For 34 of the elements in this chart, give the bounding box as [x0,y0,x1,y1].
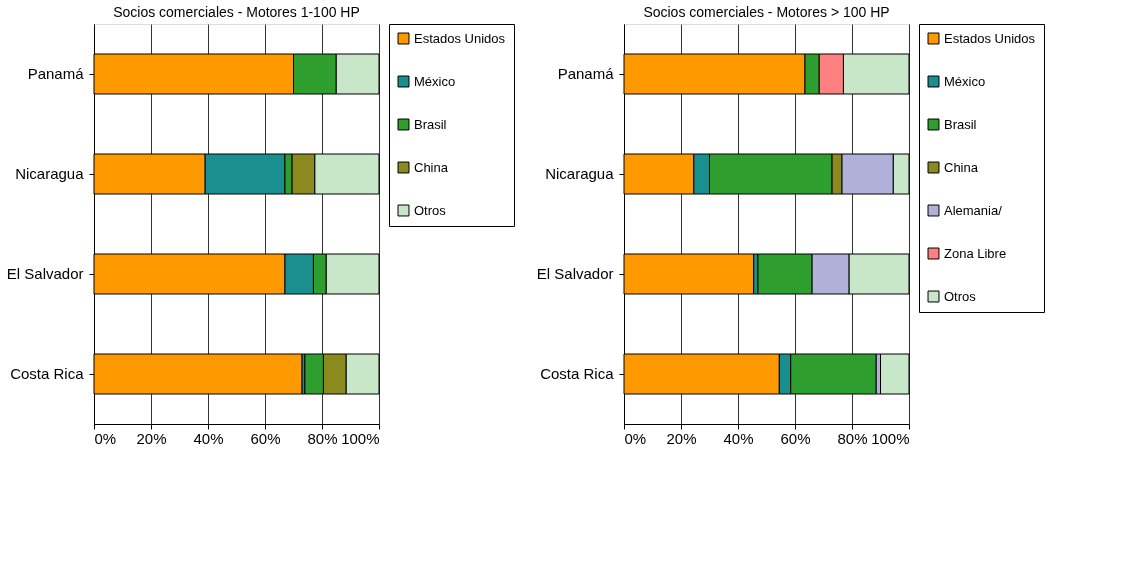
legend-label: Zona Libre [944,245,1007,261]
legend-label: Estados Unidos [414,30,506,46]
x-tick-label: 100% [871,429,910,447]
y-tick-label: Costa Rica [540,365,615,382]
chart-title: Socios comerciales - Motores 1-100 HP [113,3,360,20]
x-tick-label: 20% [136,429,167,447]
legend-label: Otros [414,202,447,218]
legend-label: Estados Unidos [944,30,1036,46]
x-tick-label: 0% [624,429,647,447]
x-tick-label: 40% [723,429,754,447]
legend-label: China [944,159,979,175]
x-tick-label: 60% [780,429,811,447]
y-tick-label: Panamá [27,65,85,82]
legend-label: Brasil [944,116,977,132]
x-tick-label: 0% [94,429,117,447]
legend-label: China [414,159,449,175]
y-tick-label: Panamá [557,65,615,82]
x-tick-label: 20% [666,429,697,447]
chart-title: Socios comerciales - Motores > 100 HP [643,3,890,20]
x-tick-label: 40% [193,429,224,447]
legend-label: Otros [944,288,977,304]
x-tick-label: 80% [307,429,338,447]
legend-label: Alemania/ [944,202,1003,218]
y-tick-label: Nicaragua [15,165,85,182]
y-tick-label: Costa Rica [10,365,85,382]
x-tick-label: 100% [341,429,380,447]
x-tick-label: 60% [250,429,281,447]
y-tick-label: Nicaragua [545,165,615,182]
legend-label: Brasil [414,116,447,132]
legend-label: México [414,73,456,89]
legend-label: México [944,73,986,89]
y-tick-label: El Salvador [6,265,84,282]
y-tick-label: El Salvador [536,265,614,282]
x-tick-label: 80% [837,429,868,447]
